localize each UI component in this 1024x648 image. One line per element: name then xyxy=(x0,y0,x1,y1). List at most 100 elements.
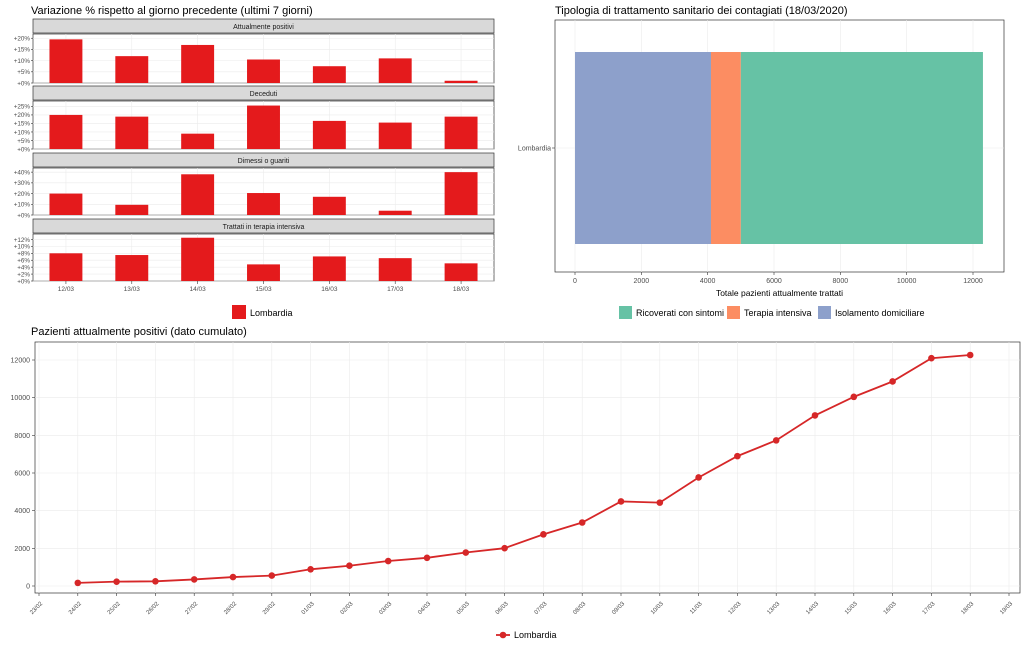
x-tick-label: 23/02 xyxy=(29,601,44,616)
bar xyxy=(444,80,478,83)
x-tick-label: 12/03 xyxy=(728,601,743,616)
legend-label: Lombardia xyxy=(514,630,557,640)
facet-strip xyxy=(32,85,495,101)
y-tick-label: 8000 xyxy=(14,433,30,440)
x-tick-label: 05/03 xyxy=(456,601,471,616)
data-point xyxy=(772,437,780,444)
x-tick-label: 12/03 xyxy=(58,286,75,293)
bar xyxy=(49,193,83,215)
bar xyxy=(378,122,412,149)
bar xyxy=(312,256,346,281)
data-point xyxy=(540,531,547,538)
x-tick-label: 27/02 xyxy=(184,601,199,616)
bar xyxy=(49,114,83,149)
y-tick-label: +40% xyxy=(14,169,31,176)
y-tick-label: +5% xyxy=(17,138,30,145)
x-tick-label: 6000 xyxy=(766,278,782,285)
data-point xyxy=(307,565,314,573)
y-tick-label: +20% xyxy=(14,112,31,119)
bar xyxy=(247,105,280,149)
x-tick-label: 06/03 xyxy=(495,601,510,616)
data-point xyxy=(462,549,470,556)
data-point xyxy=(734,452,741,460)
x-tick-label: 14/03 xyxy=(190,286,207,293)
y-tick-label: +6% xyxy=(17,258,30,265)
treatment-type-chart: Tipologia di trattamento sanitario dei c… xyxy=(518,5,1005,319)
bar xyxy=(378,210,412,215)
bar xyxy=(378,258,412,281)
x-tick-label: 8000 xyxy=(833,278,849,285)
data-point xyxy=(850,393,858,401)
x-tick-label: 26/02 xyxy=(146,601,161,616)
y-tick-label: +25% xyxy=(14,104,31,111)
x-tick-label: 29/02 xyxy=(262,601,277,616)
chart-title: Variazione % rispetto al giorno preceden… xyxy=(31,5,313,17)
x-tick-label: 13/03 xyxy=(124,286,141,293)
x-tick-label: 4000 xyxy=(700,278,716,285)
y-tick-label: 6000 xyxy=(14,471,30,478)
data-point xyxy=(268,572,276,579)
bar xyxy=(247,193,280,215)
y-tick-label: +0% xyxy=(17,80,30,87)
facet-strip xyxy=(32,18,495,34)
data-point xyxy=(578,519,586,526)
data-point xyxy=(811,412,819,419)
x-tick-label: 2000 xyxy=(634,278,650,285)
legend-label: Ricoverati con sintomi xyxy=(636,308,724,318)
x-tick-label: 01/03 xyxy=(301,601,316,616)
bar xyxy=(49,39,83,83)
facet-strip xyxy=(32,152,495,168)
data-point xyxy=(113,578,120,585)
stacked-bar-segment xyxy=(710,52,741,244)
y-tick-label: 0 xyxy=(26,584,30,591)
data-point xyxy=(501,544,508,552)
data-point xyxy=(152,578,159,585)
data-point xyxy=(423,554,431,562)
bar xyxy=(312,196,346,215)
data-point xyxy=(889,378,896,385)
y-tick-label: +0% xyxy=(17,146,30,153)
data-point xyxy=(928,354,935,362)
x-tick-label: 24/02 xyxy=(68,601,83,616)
x-tick-label: 12000 xyxy=(963,278,983,285)
x-tick-label: 19/03 xyxy=(999,601,1014,616)
y-tick-label: +20% xyxy=(14,191,31,198)
y-tick-label: 10000 xyxy=(11,395,31,402)
bar xyxy=(378,58,412,83)
bar xyxy=(181,44,215,83)
bar xyxy=(247,59,280,83)
bar xyxy=(49,253,83,281)
bar xyxy=(247,264,280,281)
x-axis-label: Totale pazienti attualmente trattati xyxy=(716,288,843,298)
y-tick-label: +4% xyxy=(17,264,30,271)
x-tick-label: 0 xyxy=(573,278,577,285)
bar xyxy=(181,237,215,281)
x-tick-label: 08/03 xyxy=(572,601,587,616)
data-point xyxy=(346,562,353,570)
stacked-bar-segment xyxy=(740,52,983,244)
y-tick-label: 4000 xyxy=(14,508,30,515)
facet-label: Dimessi o guariti xyxy=(238,158,290,165)
y-tick-label: +5% xyxy=(17,69,30,76)
bar xyxy=(312,120,346,149)
y-tick-label: 12000 xyxy=(11,358,31,365)
y-tick-label: +0% xyxy=(17,278,30,285)
x-tick-label: 17/03 xyxy=(387,286,404,293)
legend-key xyxy=(619,306,632,319)
y-tick-label: +10% xyxy=(14,58,31,65)
x-tick-label: 28/02 xyxy=(223,601,238,616)
x-tick-label: 11/03 xyxy=(689,601,704,616)
x-tick-label: 18/03 xyxy=(960,601,975,616)
y-tick-label: 2000 xyxy=(14,546,30,553)
x-tick-label: 17/03 xyxy=(922,601,937,616)
x-tick-label: 03/03 xyxy=(378,601,393,616)
facet-label: Deceduti xyxy=(250,91,278,98)
y-tick-label: +2% xyxy=(17,271,30,278)
x-tick-label: 16/03 xyxy=(321,286,338,293)
legend-key xyxy=(232,305,246,319)
x-tick-label: 14/03 xyxy=(805,601,820,616)
data-point xyxy=(695,474,702,481)
x-tick-label: 13/03 xyxy=(766,601,781,616)
